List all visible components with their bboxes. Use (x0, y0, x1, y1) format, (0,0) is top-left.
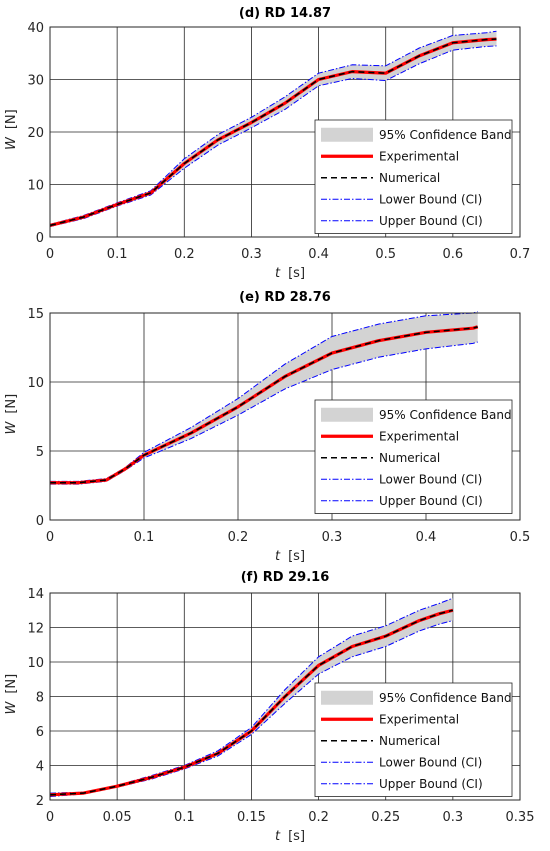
y-tick-label: 10 (27, 179, 44, 194)
series-line-lower-bound-ci (50, 341, 478, 485)
y-tick-label: 12 (27, 622, 44, 637)
chart-title: (f) RD 29.16 (241, 570, 330, 585)
legend-label: Numerical (379, 171, 440, 185)
x-tick-label: 0 (46, 247, 54, 262)
x-axis-title: t [s] (275, 829, 305, 844)
legend-label: Experimental (379, 712, 459, 726)
x-tick-label: 0.3 (322, 530, 343, 545)
legend-label: 95% Confidence Band (379, 408, 512, 422)
y-axis-title: W[N] (4, 674, 19, 715)
x-tick-label: 0 (46, 530, 54, 545)
legend: 95% Confidence Band Experimental Numerical… (314, 682, 513, 797)
axes-frame (49, 312, 521, 521)
series-line-lower-bound-ci (49, 45, 497, 227)
x-tick-label: 0.7 (510, 247, 531, 262)
legend-label: Lower Bound (CI) (379, 755, 482, 769)
x-tick-label: 0.15 (237, 810, 266, 825)
y-tick-label: 0 (36, 231, 44, 246)
legend-label: Numerical (379, 734, 440, 748)
chart-panel-0: (d) RD 14.87 0 0.1 0.2 0.3 0.4 0.5 0.6 0.7 0 10 20 3… (4, 6, 530, 281)
y-tick-label: 14 (27, 587, 44, 602)
legend-label: Lower Bound (CI) (379, 192, 482, 206)
chart-title: (d) RD 14.87 (239, 6, 331, 21)
x-axis-title: t [s] (275, 266, 305, 281)
y-tick-label: 2 (36, 794, 44, 809)
y-tick-label: 15 (27, 307, 44, 322)
x-tick-label: 0.1 (107, 247, 128, 262)
axes-frame (49, 592, 521, 801)
y-tick-label: 5 (36, 445, 44, 460)
legend-swatch-band (321, 127, 373, 142)
x-tick-label: 0.25 (371, 810, 400, 825)
y-tick-label: 4 (36, 760, 44, 775)
legend-label: Experimental (379, 149, 459, 163)
legend-label: 95% Confidence Band (379, 128, 512, 142)
x-tick-label: 0.3 (241, 247, 262, 262)
y-tick-label: 40 (27, 21, 44, 36)
axes-frame (49, 26, 521, 238)
chart-panel-1: (e) RD 28.76 0 0.1 0.2 0.3 0.4 0.5 0 5 10 15 t [s] W[… (4, 290, 530, 564)
legend-swatch-band (321, 690, 373, 705)
y-tick-label: 8 (36, 691, 44, 706)
series-line-upper-bound-ci (50, 311, 478, 482)
x-tick-label: 0.4 (416, 530, 437, 545)
y-tick-label: 10 (27, 656, 44, 671)
legend-label: Upper Bound (CI) (379, 214, 483, 228)
x-tick-label: 0.5 (375, 247, 396, 262)
x-tick-label: 0.2 (174, 247, 195, 262)
confidence-band (50, 311, 478, 485)
x-tick-label: 0.05 (103, 810, 132, 825)
y-tick-label: 30 (27, 74, 44, 89)
y-tick-label: 0 (36, 514, 44, 529)
x-tick-label: 0.5 (510, 530, 531, 545)
legend: 95% Confidence Band Experimental Numerical… (314, 119, 513, 234)
x-tick-label: 0.1 (134, 530, 155, 545)
x-tick-label: 0 (46, 810, 54, 825)
legend-label: Upper Bound (CI) (379, 494, 483, 508)
legend: 95% Confidence Band Experimental Numerical… (314, 399, 513, 514)
x-tick-label: 0.2 (308, 810, 329, 825)
series-line-upper-bound-ci (49, 30, 497, 225)
series-line-numerical (50, 326, 478, 484)
y-axis-title: W[N] (4, 394, 19, 435)
legend-label: Experimental (379, 429, 459, 443)
y-tick-label: 20 (27, 126, 44, 141)
legend-swatch-band (321, 407, 373, 422)
x-tick-label: 0.2 (228, 530, 249, 545)
legend-label: Lower Bound (CI) (379, 472, 482, 486)
x-tick-label: 0.6 (443, 247, 464, 262)
series-line-numerical (49, 38, 497, 227)
series-line-numerical (49, 609, 454, 796)
y-axis-title: W[N] (4, 109, 19, 150)
legend-label: Numerical (379, 451, 440, 465)
x-tick-label: 0.3 (443, 810, 464, 825)
chart-title: (e) RD 28.76 (239, 290, 331, 305)
chart-panel-2: (f) RD 29.16 0 0.05 0.1 0.15 0.2 0.25 0.3 0.35 2 4… (4, 570, 534, 844)
x-tick-label: 0.4 (308, 247, 329, 262)
x-tick-label: 0.35 (506, 810, 535, 825)
y-tick-label: 6 (36, 725, 44, 740)
y-tick-label: 10 (27, 376, 44, 391)
legend-label: 95% Confidence Band (379, 691, 512, 705)
legend-label: Upper Bound (CI) (379, 777, 483, 791)
x-tick-label: 0.1 (174, 810, 195, 825)
x-axis-title: t [s] (275, 549, 305, 564)
